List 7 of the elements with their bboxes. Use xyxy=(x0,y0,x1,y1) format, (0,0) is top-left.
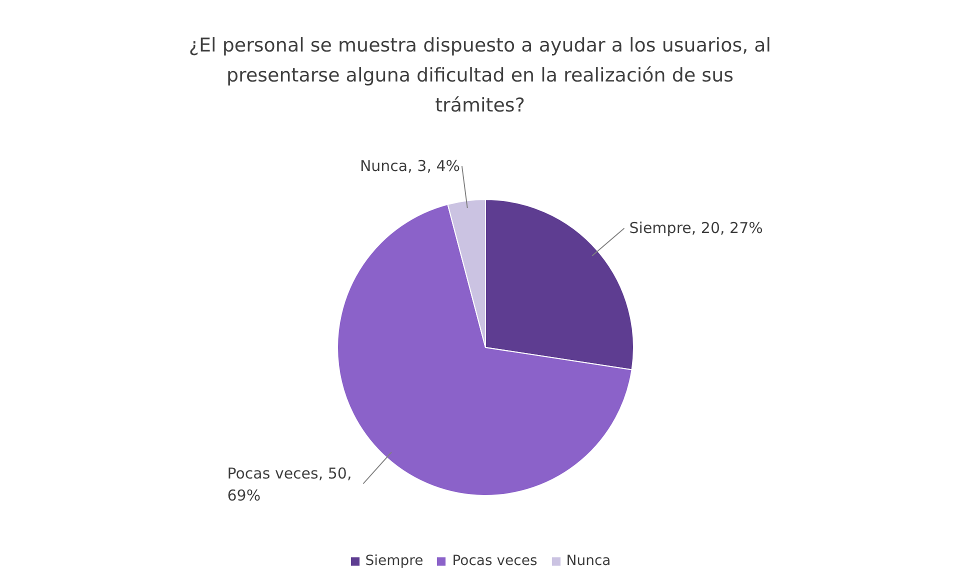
legend-label: Nunca xyxy=(566,553,611,569)
data-label: Pocas veces, 50, 69% xyxy=(227,464,352,505)
data-label: Nunca, 3, 4% xyxy=(360,157,460,176)
legend-label: Pocas veces xyxy=(452,553,538,569)
legend-label: Siempre xyxy=(365,553,424,569)
data-label: Siempre, 20, 27% xyxy=(629,219,763,238)
chart-title: ¿El personal se muestra dispuesto a ayudar a los usuarios, al presentarse alguna dificultad en la realización de sus trámites? xyxy=(188,34,772,116)
